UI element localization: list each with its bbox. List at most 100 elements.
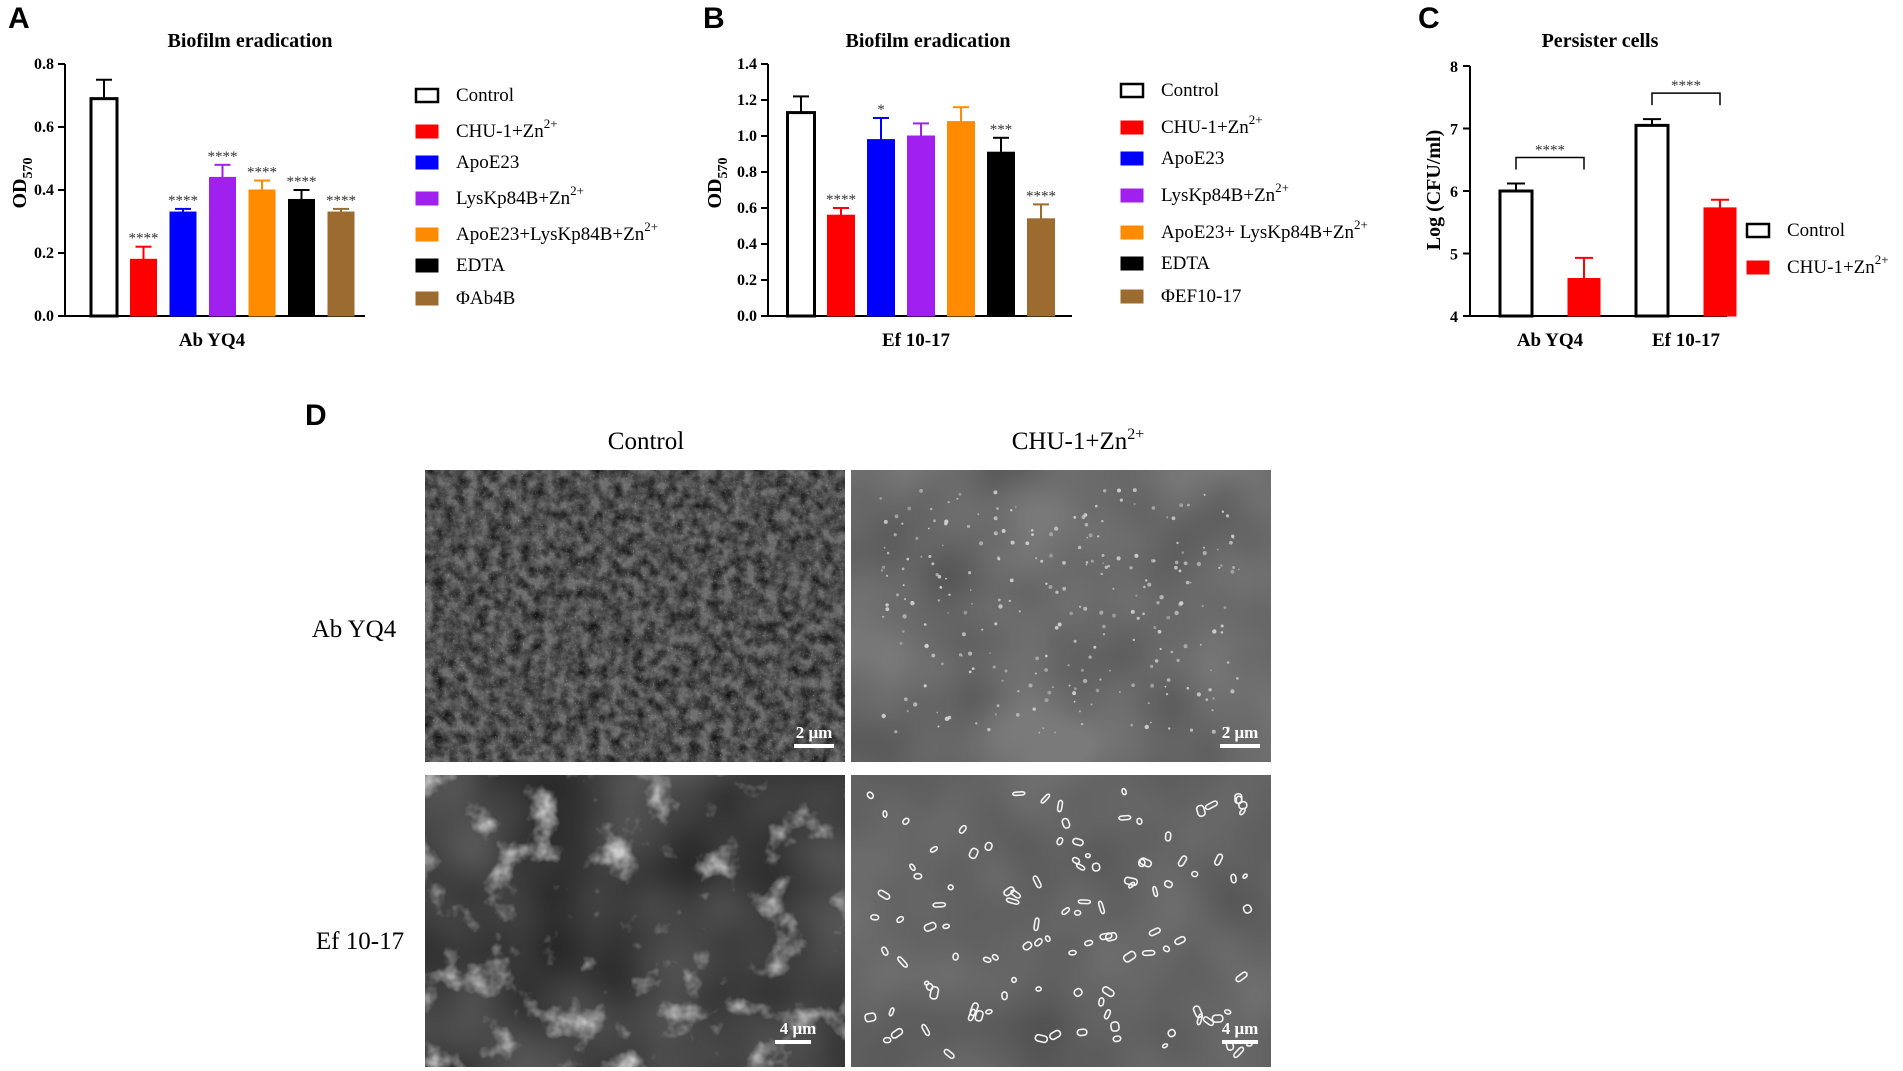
sem-cell-cluster (1137, 858, 1146, 868)
sem-cell-cluster (1204, 800, 1219, 811)
sem-cell-dot (1044, 668, 1048, 672)
sem-cell-dot (1073, 687, 1077, 691)
sem-cell-dot (1018, 610, 1021, 613)
sem-cell-dot (997, 598, 1001, 602)
sem-row-header-ab: Ab YQ4 (312, 616, 397, 643)
sem-cell-dot (1153, 626, 1157, 630)
chart-c-bar (1703, 207, 1737, 317)
sem-cell-dot (989, 652, 991, 654)
sem-cell-dot (1132, 638, 1136, 642)
sem-cell-dot (937, 725, 940, 728)
sem-cell-cluster (1242, 873, 1248, 879)
chart-a-legend-label-sup: 2+ (570, 183, 584, 198)
sem-cell-cluster (1230, 873, 1237, 884)
sem-cell-dot (1174, 560, 1179, 565)
sem-cell-dot (994, 622, 998, 626)
sem-cell-cluster (1127, 881, 1136, 889)
sem-cell-dot (1107, 564, 1110, 568)
sem-cell-dot (1049, 532, 1054, 537)
sem-cell-dot (1054, 625, 1059, 630)
sem-cell-dot (933, 519, 936, 523)
sem-cell-dot (966, 524, 971, 529)
sem-cell-cluster (882, 1036, 892, 1044)
sem-cell-cluster (1022, 941, 1033, 951)
sem-cell-dot (1205, 698, 1209, 701)
sem-cell-dot (998, 604, 1003, 609)
sem-cell-dot (1186, 686, 1190, 690)
sem-cell-dot (987, 727, 991, 732)
sem-cell-dot (1226, 661, 1230, 664)
sem-cell-dot (1057, 622, 1062, 627)
sem-cell-cluster (968, 847, 979, 860)
chart-b-y-tick-label: 0.4 (737, 236, 757, 253)
sem-cell-dot (1171, 516, 1176, 521)
sem-cell-cluster (1192, 1005, 1203, 1019)
chart-c-legend-label: Control (1787, 220, 1845, 241)
sem-cell-dot (885, 574, 889, 577)
sem-cell-dot (1010, 540, 1015, 545)
sem-cell-dot (1185, 580, 1190, 585)
chart-b-significance-label: **** (826, 192, 856, 208)
sem-cell-dot (1035, 557, 1038, 560)
sem-cell-dot (944, 716, 950, 721)
chart-b-bar (867, 139, 895, 317)
sem-cell-cluster (1056, 799, 1064, 813)
sem-cell-cluster (1011, 976, 1018, 984)
sem-cell-cluster (1084, 852, 1091, 859)
sem-cell-dot (948, 593, 951, 596)
chart-b-bar (786, 111, 816, 318)
chart-b-title: Biofilm eradication (846, 30, 1011, 52)
sem-cell-dot (1090, 703, 1093, 706)
sem-cell-dot (1068, 684, 1071, 687)
sem-cell-dot (1112, 587, 1115, 590)
sem-cell-dot (968, 571, 972, 575)
sem-cell-cluster (1003, 886, 1015, 897)
sem-cell-dot (1112, 613, 1116, 618)
chart-a-legend-swatch (415, 191, 439, 206)
sem-cell-dot (1216, 548, 1219, 551)
sem-cell-dot (1119, 498, 1123, 502)
sem-cell-dot (1048, 585, 1053, 589)
sem-cell-cluster (1163, 879, 1174, 889)
sem-cell-dot (1088, 655, 1092, 659)
sem-cell-dot (928, 555, 932, 558)
sem-cell-dot (1001, 679, 1004, 682)
chart-a-significance-label: **** (326, 193, 356, 209)
sem-cell-dot (923, 623, 927, 626)
chart-b-ylabel: OD570 (704, 158, 731, 209)
sem-cell-cluster (1072, 837, 1084, 847)
sem-cell-cluster (1191, 870, 1199, 878)
sem-cell-cluster (958, 824, 967, 834)
chart-c-legend-label-sup: 2+ (1875, 252, 1889, 267)
sem-cell-dot (1073, 700, 1076, 703)
sem-cell-dot (1044, 698, 1049, 703)
sem-cell-dot (1189, 581, 1192, 584)
chart-a-legend-swatch (415, 227, 439, 242)
sem-cell-dot (894, 514, 899, 519)
chart-b-y-tick-label: 1.0 (737, 128, 757, 145)
sem-cell-cluster (1083, 939, 1094, 947)
sem-cell-dot (883, 546, 886, 549)
sem-cell-cluster (1034, 1033, 1049, 1044)
chart-b-legend-swatch (1120, 256, 1144, 271)
chart-a-ylabel-sub: 570 (21, 158, 36, 179)
sem-cell-cluster (1035, 986, 1042, 992)
chart-b-legend-label: ApoE23 (1161, 148, 1224, 169)
sem-cell-dot (1072, 691, 1077, 696)
chart-b-legend-label-main: EDTA (1161, 253, 1210, 274)
scale-bar-label: 4 μm (780, 1019, 817, 1038)
sem-cell-dot (886, 551, 890, 555)
sem-cell-dot (1147, 702, 1150, 705)
chart-b-legend-swatch (1120, 120, 1144, 135)
sem-cell-cluster (1195, 804, 1206, 818)
sem-cell-cluster (902, 817, 910, 826)
sem-cell-cluster (1033, 917, 1040, 932)
sem-cell-dot (1109, 669, 1111, 672)
sem-cell-cluster (1056, 836, 1064, 846)
sem-row-header-ef: Ef 10-17 (316, 928, 404, 955)
sem-cell-dot (1038, 731, 1041, 734)
chart-a-significance-label: **** (208, 149, 238, 165)
sem-cell-dot (882, 615, 885, 618)
sem-cell-cluster (1235, 971, 1248, 983)
sem-cell-cluster (1097, 900, 1106, 915)
